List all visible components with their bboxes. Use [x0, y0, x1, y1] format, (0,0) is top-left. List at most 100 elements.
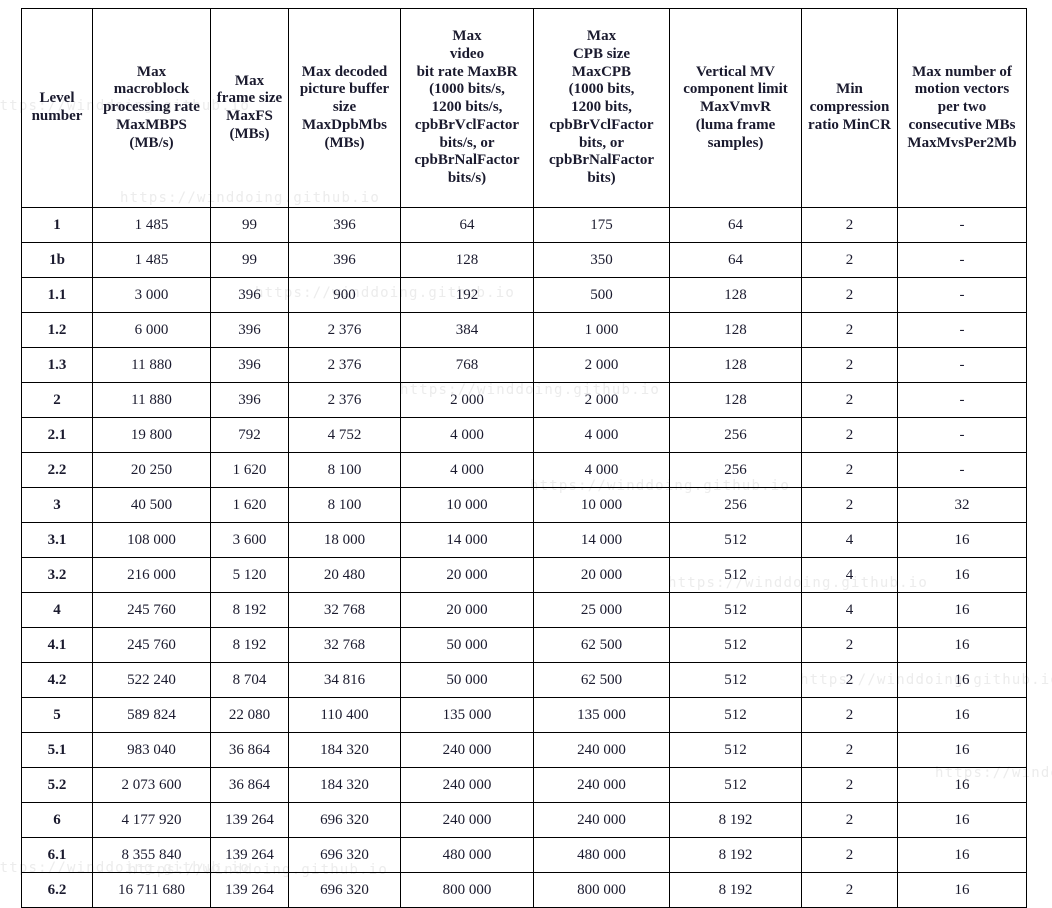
- table-row: 1.2 6 000 396 2 376 384 1 000 128 2-: [21, 312, 1027, 348]
- cell-max_cpb: 1 000: [533, 312, 670, 348]
- table-row: 5.2 2 073 600 36 864 184 320 240 000 240 000 5…: [21, 767, 1027, 803]
- cell-max_mbps: 40 500: [92, 487, 211, 523]
- cell-max_br: 20 000: [400, 592, 534, 628]
- level-number-cell: 6.2: [21, 872, 93, 908]
- cell-max_br: 240 000: [400, 767, 534, 803]
- cell-max_mbps: 2 073 600: [92, 767, 211, 803]
- column-header-line: cpbBrVclFactor: [414, 116, 520, 133]
- column-header-line: bits, or: [579, 134, 624, 151]
- table-row: 4.2 522 240 8 704 34 816 50 000 62 500 512 2 16: [21, 662, 1027, 698]
- cell-max_dpb_mbs: 8 100: [288, 487, 401, 523]
- cell-max_cpb: 500: [533, 277, 670, 313]
- level-number-cell: 2.2: [21, 452, 93, 488]
- level-number-cell: 6: [21, 802, 93, 838]
- cell-max_mvs_per_2mb: -: [897, 347, 1027, 383]
- cell-max_dpb_mbs: 4 752: [288, 417, 401, 453]
- cell-max_mvs_per_2mb: -: [897, 312, 1027, 348]
- cell-max_dpb_mbs: 696 320: [288, 872, 401, 908]
- cell-max_mbps: 1 485: [92, 242, 211, 278]
- levels-table: Level number Max macroblock processing rate M…: [21, 8, 1027, 908]
- table-row: 5 589 824 22 080 110 400 135 000 135 000 512 2 1…: [21, 697, 1027, 733]
- cell-max_cpb: 135 000: [533, 697, 670, 733]
- cell-max_vmvr: 512: [669, 732, 802, 768]
- cell-min_cr: 2: [801, 242, 898, 278]
- cell-max_fs: 5 120: [210, 557, 289, 593]
- cell-max_cpb: 62 500: [533, 627, 670, 663]
- cell-max_mbps: 11 880: [92, 347, 211, 383]
- cell-max_vmvr: 512: [669, 522, 802, 558]
- column-header-line: compression: [809, 99, 890, 116]
- table-row: 1b 1 485 99 396 128 350 64 2-: [21, 242, 1027, 278]
- cell-max_mvs_per_2mb: -: [897, 417, 1027, 453]
- cell-max_mvs_per_2mb: 16: [897, 767, 1027, 803]
- cell-max_fs: 1 620: [210, 452, 289, 488]
- level-number-cell: 4.2: [21, 662, 93, 698]
- cell-max_fs: 8 192: [210, 627, 289, 663]
- column-header-line: picture buffer: [299, 81, 390, 98]
- cell-max_mvs_per_2mb: 16: [897, 522, 1027, 558]
- table-row: 1.3 11 880 396 2 376 768 2 000 128 2-: [21, 347, 1027, 383]
- cell-max_mbps: 11 880: [92, 382, 211, 418]
- table-row: 2 11 880 396 2 376 2 000 2 000 128 2-: [21, 382, 1027, 418]
- cell-max_mvs_per_2mb: 16: [897, 732, 1027, 768]
- cell-max_vmvr: 512: [669, 592, 802, 628]
- cell-max_br: 50 000: [400, 662, 534, 698]
- cell-max_cpb: 2 000: [533, 347, 670, 383]
- cell-max_dpb_mbs: 2 376: [288, 347, 401, 383]
- column-header-line: 1200 bits,: [571, 99, 632, 116]
- cell-max_cpb: 4 000: [533, 452, 670, 488]
- column-header-line: Max: [136, 63, 167, 80]
- cell-max_vmvr: 512: [669, 767, 802, 803]
- cell-max_fs: 3 600: [210, 522, 289, 558]
- cell-max_cpb: 62 500: [533, 662, 670, 698]
- table-row: 4 245 760 8 192 32 768 20 000 25 000 512 4 16: [21, 592, 1027, 628]
- cell-max_dpb_mbs: 32 768: [288, 592, 401, 628]
- cell-max_vmvr: 256: [669, 487, 802, 523]
- column-header-line: Vertical MV: [696, 63, 775, 80]
- cell-max_mbps: 3 000: [92, 277, 211, 313]
- cell-max_vmvr: 8 192: [669, 872, 802, 908]
- cell-max_br: 20 000: [400, 557, 534, 593]
- column-header-line: video: [449, 46, 485, 63]
- cell-max_dpb_mbs: 696 320: [288, 802, 401, 838]
- cell-min_cr: 4: [801, 522, 898, 558]
- cell-max_fs: 139 264: [210, 837, 289, 873]
- cell-max_vmvr: 256: [669, 452, 802, 488]
- cell-max_mvs_per_2mb: -: [897, 207, 1027, 243]
- table-row: 3 40 500 1 620 8 100 10 000 10 000 256 2 32: [21, 487, 1027, 523]
- cell-min_cr: 2: [801, 837, 898, 873]
- cell-max_vmvr: 128: [669, 382, 802, 418]
- column-header-line: processing rate: [103, 99, 200, 116]
- cell-max_br: 240 000: [400, 732, 534, 768]
- table-row: 6.1 8 355 840 139 264 696 320 480 000 480 000…: [21, 837, 1027, 873]
- cell-min_cr: 4: [801, 557, 898, 593]
- cell-min_cr: 2: [801, 697, 898, 733]
- cell-max_fs: 36 864: [210, 732, 289, 768]
- level-number-cell: 4.1: [21, 627, 93, 663]
- cell-max_vmvr: 256: [669, 417, 802, 453]
- cell-min_cr: 2: [801, 732, 898, 768]
- column-header-line: Min: [836, 81, 863, 98]
- cell-max_mvs_per_2mb: 16: [897, 592, 1027, 628]
- cell-max_fs: 22 080: [210, 697, 289, 733]
- level-number-cell: 2: [21, 382, 93, 418]
- cell-max_mbps: 20 250: [92, 452, 211, 488]
- cell-max_vmvr: 8 192: [669, 837, 802, 873]
- level-number-cell: 1b: [21, 242, 93, 278]
- cell-max_mvs_per_2mb: 16: [897, 837, 1027, 873]
- level-number-cell: 4: [21, 592, 93, 628]
- table-row: 3.1 108 000 3 600 18 000 14 000 14 000 512 4 16: [21, 522, 1027, 558]
- table-row: 6.2 16 711 680 139 264 696 320 800 000 800 00…: [21, 872, 1027, 908]
- column-header-line: MaxMBPS: [116, 116, 187, 133]
- cell-max_br: 480 000: [400, 837, 534, 873]
- cell-max_mbps: 16 711 680: [92, 872, 211, 908]
- cell-max_mvs_per_2mb: -: [897, 277, 1027, 313]
- column-header-line: (MBs): [229, 125, 270, 142]
- cell-max_fs: 396: [210, 347, 289, 383]
- column-header-max_fs: Max frame size MaxFS (MBs): [210, 8, 289, 208]
- cell-max_fs: 36 864: [210, 767, 289, 803]
- cell-max_fs: 396: [210, 312, 289, 348]
